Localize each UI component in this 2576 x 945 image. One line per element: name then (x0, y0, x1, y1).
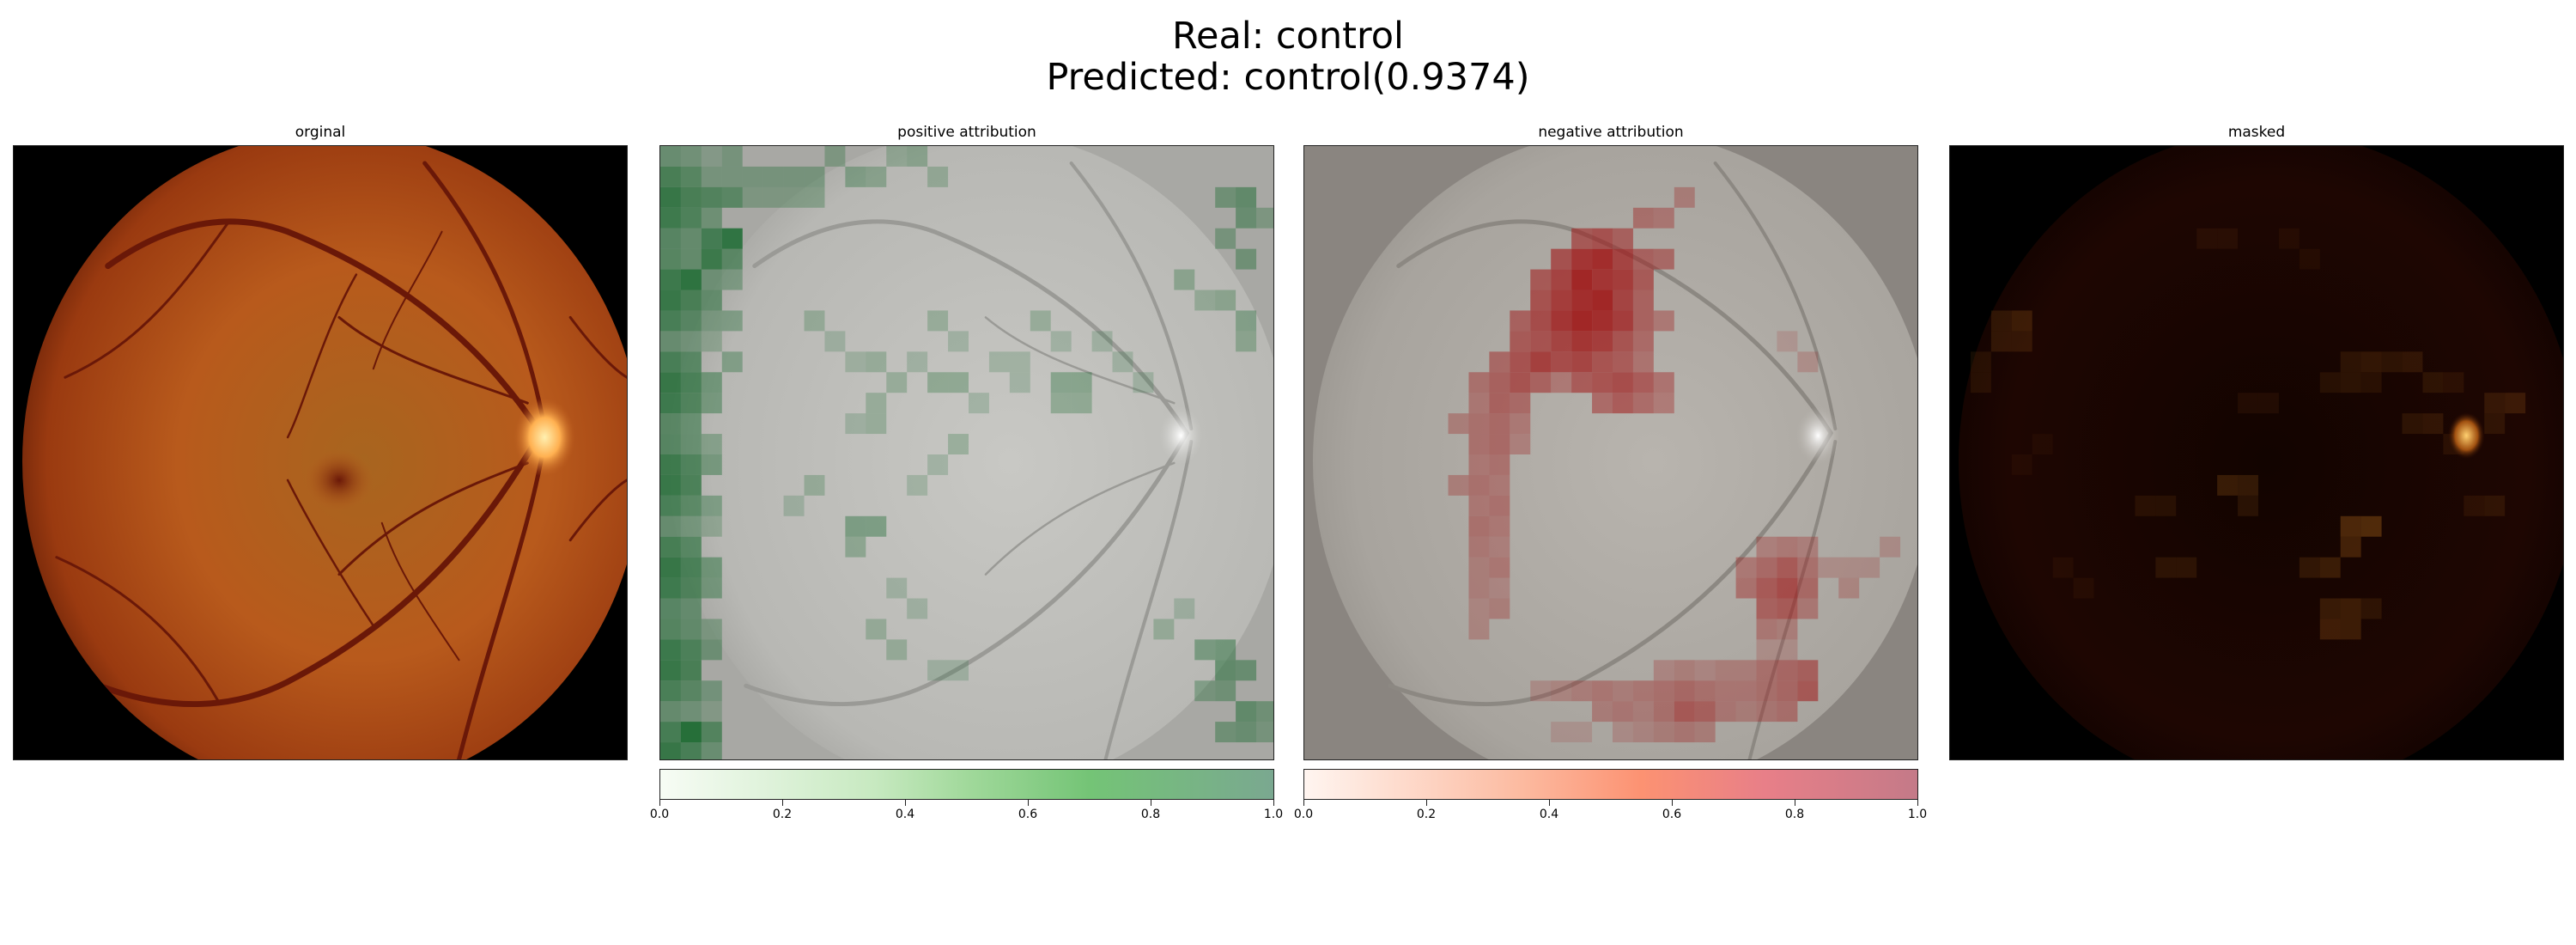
positive-colorbar-tick-label: 0.4 (895, 808, 915, 821)
panel-title-original: orginal (295, 124, 346, 141)
negative-colorbar-tick (1672, 800, 1673, 806)
positive-colorbar-tick (1273, 800, 1274, 806)
panel-title-positive: positive attribution (897, 124, 1036, 141)
panel-title-negative: negative attribution (1538, 124, 1684, 141)
negative-attribution-map (1303, 145, 1918, 760)
negative-colorbar (1303, 769, 1918, 800)
original-fundus-image (13, 145, 628, 760)
figure-title-real: Real: control (1172, 15, 1404, 58)
positive-colorbar-tick (1028, 800, 1029, 806)
positive-colorbar-tick (905, 800, 906, 806)
negative-colorbar-tick-label: 1.0 (1907, 808, 1928, 821)
negative-colorbar-tick-label: 0.4 (1539, 808, 1559, 821)
figure-title-predicted: Predicted: control(0.9374) (1046, 56, 1530, 99)
negative-colorbar-tick (1303, 800, 1304, 806)
positive-colorbar-tick-label: 0.0 (649, 808, 670, 821)
negative-colorbar-tick-label: 0.6 (1662, 808, 1682, 821)
positive-colorbar-tick-label: 0.6 (1018, 808, 1038, 821)
negative-colorbar-tick (1426, 800, 1427, 806)
negative-colorbar-tick-label: 0.2 (1416, 808, 1437, 821)
positive-colorbar-tick (659, 800, 660, 806)
masked-image (1949, 145, 2564, 760)
negative-colorbar-tick (1917, 800, 1918, 806)
positive-attribution-map (659, 145, 1274, 760)
positive-colorbar-tick-label: 1.0 (1263, 808, 1284, 821)
positive-colorbar-tick-label: 0.8 (1140, 808, 1161, 821)
negative-colorbar-tick-label: 0.0 (1293, 808, 1314, 821)
panel-title-masked: masked (2227, 124, 2286, 141)
positive-colorbar (659, 769, 1274, 800)
negative-colorbar-tick (1549, 800, 1550, 806)
negative-colorbar-tick-label: 0.8 (1784, 808, 1805, 821)
positive-colorbar-tick-label: 0.2 (772, 808, 793, 821)
positive-colorbar-tick (782, 800, 783, 806)
